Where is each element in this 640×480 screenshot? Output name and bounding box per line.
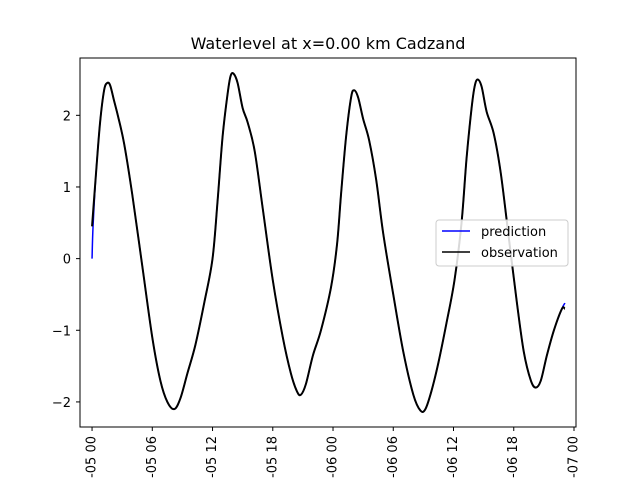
x-tick-label: -05 06: [145, 436, 160, 478]
y-tick-label: 1: [63, 181, 71, 196]
legend-label-observation: observation: [481, 246, 558, 261]
x-tick-label: -06 00: [326, 436, 341, 478]
y-axis-ticks: −2 −1 0 1 2: [52, 109, 80, 411]
y-tick-label: −2: [52, 396, 71, 411]
x-tick-label: -05 00: [85, 436, 100, 478]
x-tick-label: -06 06: [386, 436, 401, 478]
x-tick-label: -05 18: [265, 436, 280, 478]
chart-title: Waterlevel at x=0.00 km Cadzand: [191, 34, 466, 53]
x-axis-ticks: -05 00 -05 06 -05 12 -05 18 -06 00 -06 06 -06 …: [85, 427, 581, 478]
series-line-observation: [91, 72, 566, 413]
x-tick-label: -06 18: [506, 436, 521, 478]
x-tick-label: -07 00: [566, 436, 581, 478]
y-tick-label: 2: [63, 109, 71, 124]
plot-frame: [79, 57, 577, 428]
legend: prediction observation: [435, 219, 569, 267]
x-tick-label: -05 12: [205, 436, 220, 478]
x-tick-label: -06 12: [446, 436, 461, 478]
series-layer: [91, 72, 566, 413]
legend-label-prediction: prediction: [481, 225, 546, 240]
y-tick-label: −1: [52, 324, 71, 339]
y-tick-label: 0: [63, 253, 71, 268]
